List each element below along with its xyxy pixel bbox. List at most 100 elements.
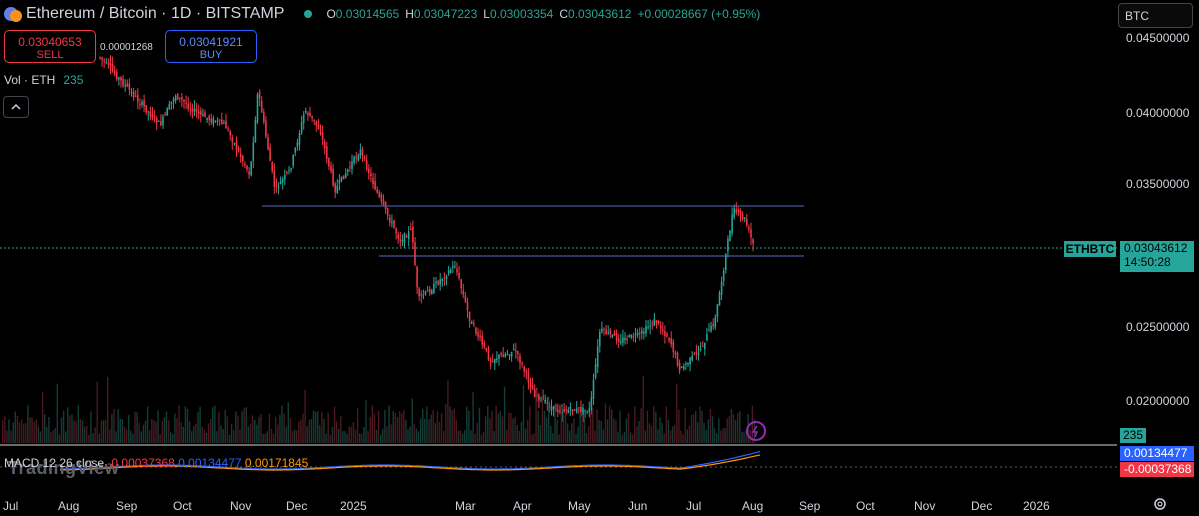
candle-body bbox=[544, 399, 546, 403]
volume-bar bbox=[413, 423, 415, 443]
volume-bar bbox=[720, 430, 722, 443]
volume-bar bbox=[598, 420, 600, 443]
candle-body bbox=[636, 332, 639, 336]
candle-body bbox=[147, 111, 150, 113]
volume-bar bbox=[136, 412, 138, 443]
volume-bar bbox=[289, 417, 292, 443]
volume-bar bbox=[585, 432, 588, 443]
volume-bar bbox=[642, 375, 644, 443]
volume-label: Vol · ETH bbox=[4, 73, 56, 87]
candle-body bbox=[443, 277, 446, 279]
volume-bar bbox=[615, 420, 617, 443]
candle-body bbox=[546, 402, 549, 404]
volume-bar bbox=[716, 433, 718, 443]
volume-bar bbox=[394, 412, 397, 443]
candle-body bbox=[149, 111, 152, 117]
volume-bar bbox=[506, 429, 508, 443]
volume-bar bbox=[102, 420, 105, 443]
volume-bar bbox=[67, 407, 69, 443]
chevron-up-icon bbox=[11, 103, 21, 110]
candle-body bbox=[582, 407, 584, 415]
volume-bar bbox=[674, 424, 676, 443]
candle-body bbox=[273, 170, 276, 187]
volume-bar bbox=[617, 431, 619, 443]
candle-body bbox=[111, 64, 114, 72]
volume-bar bbox=[207, 423, 210, 443]
volume-bar bbox=[167, 420, 170, 443]
macd-hist-value: -0.00037368 bbox=[107, 456, 175, 470]
volume-bar bbox=[71, 414, 73, 443]
volume-bar bbox=[195, 423, 197, 443]
candle-body bbox=[727, 239, 729, 252]
volume-bar bbox=[638, 421, 640, 443]
volume-bar bbox=[430, 414, 432, 443]
volume-bar bbox=[432, 410, 434, 443]
volume-bar bbox=[344, 431, 346, 443]
volume-bar bbox=[531, 434, 533, 443]
volume-bar bbox=[388, 405, 390, 443]
volume-bar bbox=[545, 417, 548, 443]
volume-bar bbox=[503, 386, 506, 443]
volume-bar bbox=[153, 420, 155, 443]
volume-bar bbox=[386, 426, 388, 443]
buy-label: BUY bbox=[199, 49, 223, 61]
volume-bar bbox=[333, 406, 336, 443]
volume-bar bbox=[50, 432, 52, 443]
candle-body bbox=[195, 108, 198, 112]
volume-bar bbox=[508, 412, 510, 443]
candle-body bbox=[160, 121, 162, 126]
volume-bar bbox=[77, 405, 79, 443]
volume-bar bbox=[180, 422, 182, 443]
volume-bar bbox=[669, 430, 672, 443]
candle-body bbox=[662, 329, 664, 331]
gear-icon[interactable] bbox=[1153, 497, 1167, 511]
buy-button[interactable]: 0.03041921 BUY bbox=[165, 30, 257, 63]
volume-bar bbox=[270, 428, 273, 443]
candle-body bbox=[391, 221, 393, 224]
sell-button[interactable]: 0.03040653 SELL bbox=[4, 30, 96, 63]
volume-bar bbox=[575, 433, 577, 443]
volume-bar bbox=[419, 418, 422, 443]
candle-body bbox=[710, 325, 712, 331]
collapse-legend-button[interactable] bbox=[3, 96, 29, 118]
volume-bar bbox=[115, 431, 117, 443]
volume-bar bbox=[107, 376, 109, 443]
volume-bar bbox=[348, 426, 350, 443]
volume-bar bbox=[279, 414, 281, 443]
volume-bar bbox=[590, 411, 592, 443]
candle-body bbox=[214, 120, 217, 122]
price-axis-label: 0.02500000 bbox=[1126, 320, 1190, 334]
candle-body bbox=[229, 131, 231, 136]
volume-bar bbox=[69, 415, 71, 443]
candle-body bbox=[351, 161, 353, 170]
candle-body bbox=[120, 76, 122, 81]
candle-body bbox=[233, 143, 236, 145]
candle-body bbox=[573, 409, 576, 411]
candle-body bbox=[166, 108, 168, 116]
currency-button[interactable]: BTC bbox=[1118, 3, 1193, 28]
volume-bar bbox=[682, 434, 684, 443]
candle-body bbox=[359, 149, 362, 157]
sell-price: 0.03040653 bbox=[18, 35, 82, 49]
volume-bar bbox=[644, 430, 646, 443]
symbol-title[interactable]: Ethereum / Bitcoin · 1D · BITSTAMP bbox=[26, 5, 285, 22]
candle-body bbox=[286, 171, 288, 173]
candle-body bbox=[611, 334, 614, 338]
candle-body bbox=[496, 358, 498, 361]
candle-body bbox=[596, 346, 599, 367]
candle-body bbox=[752, 239, 754, 244]
volume-bar bbox=[711, 416, 714, 443]
candle-body bbox=[607, 332, 609, 334]
candle-body bbox=[422, 295, 425, 297]
volume-bar bbox=[701, 410, 703, 443]
candle-body bbox=[508, 354, 511, 356]
candle-body bbox=[386, 208, 389, 216]
candle-body bbox=[179, 97, 181, 99]
volume-bar bbox=[251, 415, 254, 443]
candle-body bbox=[746, 218, 748, 226]
volume-value: 235 bbox=[63, 73, 84, 87]
bolt-icon[interactable] bbox=[746, 421, 766, 441]
volume-bar bbox=[571, 423, 573, 443]
volume-bar bbox=[411, 398, 413, 443]
